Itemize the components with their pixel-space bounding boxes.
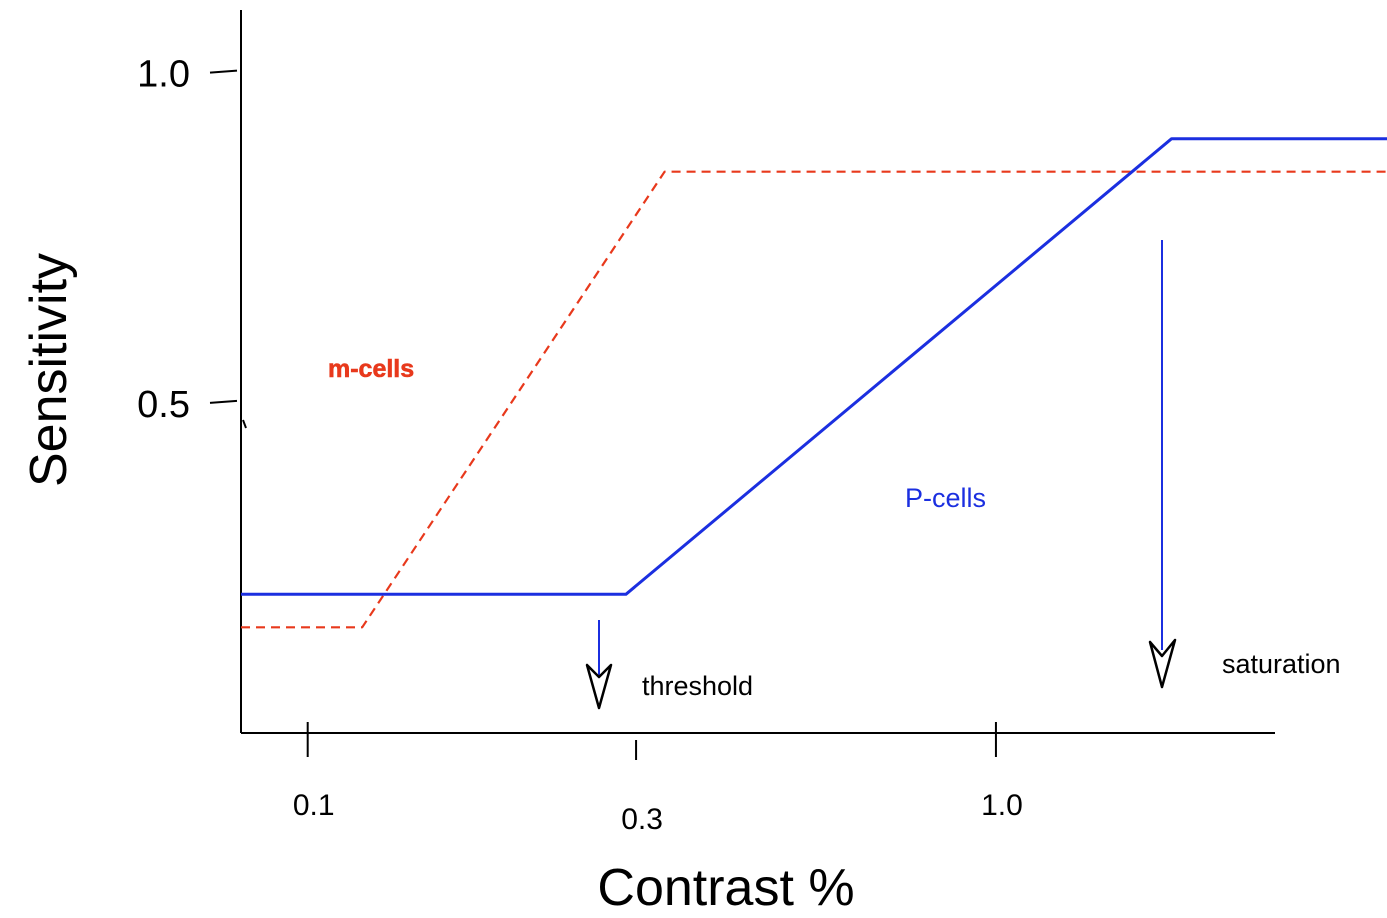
y-axis-stray-mark [242,419,247,429]
x-tick-label: 0.3 [621,803,663,836]
x-tick-label: 0.1 [293,789,335,822]
m-cells-label: m-cells [328,355,414,383]
y-tick-label: 0.5 [137,384,190,426]
p-cells-line [241,137,1387,596]
threshold-arrowhead-icon [585,663,613,710]
saturation-arrowhead-icon [1148,638,1177,689]
m-cells-line [241,170,1387,629]
axis-ticks: 0.1 0.3 1.0 0.5 1.0 [137,54,1023,836]
y-axis-title: Sensitivity [20,253,78,487]
series-layer [241,137,1387,629]
saturation-label: saturation [1222,649,1341,679]
threshold-label: threshold [642,671,753,701]
x-tick-label: 1.0 [981,789,1023,822]
x-axis-title: Contrast % [597,859,854,917]
p-cells-label: P-cells [905,483,986,513]
y-tick-mark [209,399,238,404]
y-tick-mark [209,69,238,74]
y-tick-label: 1.0 [137,54,190,96]
